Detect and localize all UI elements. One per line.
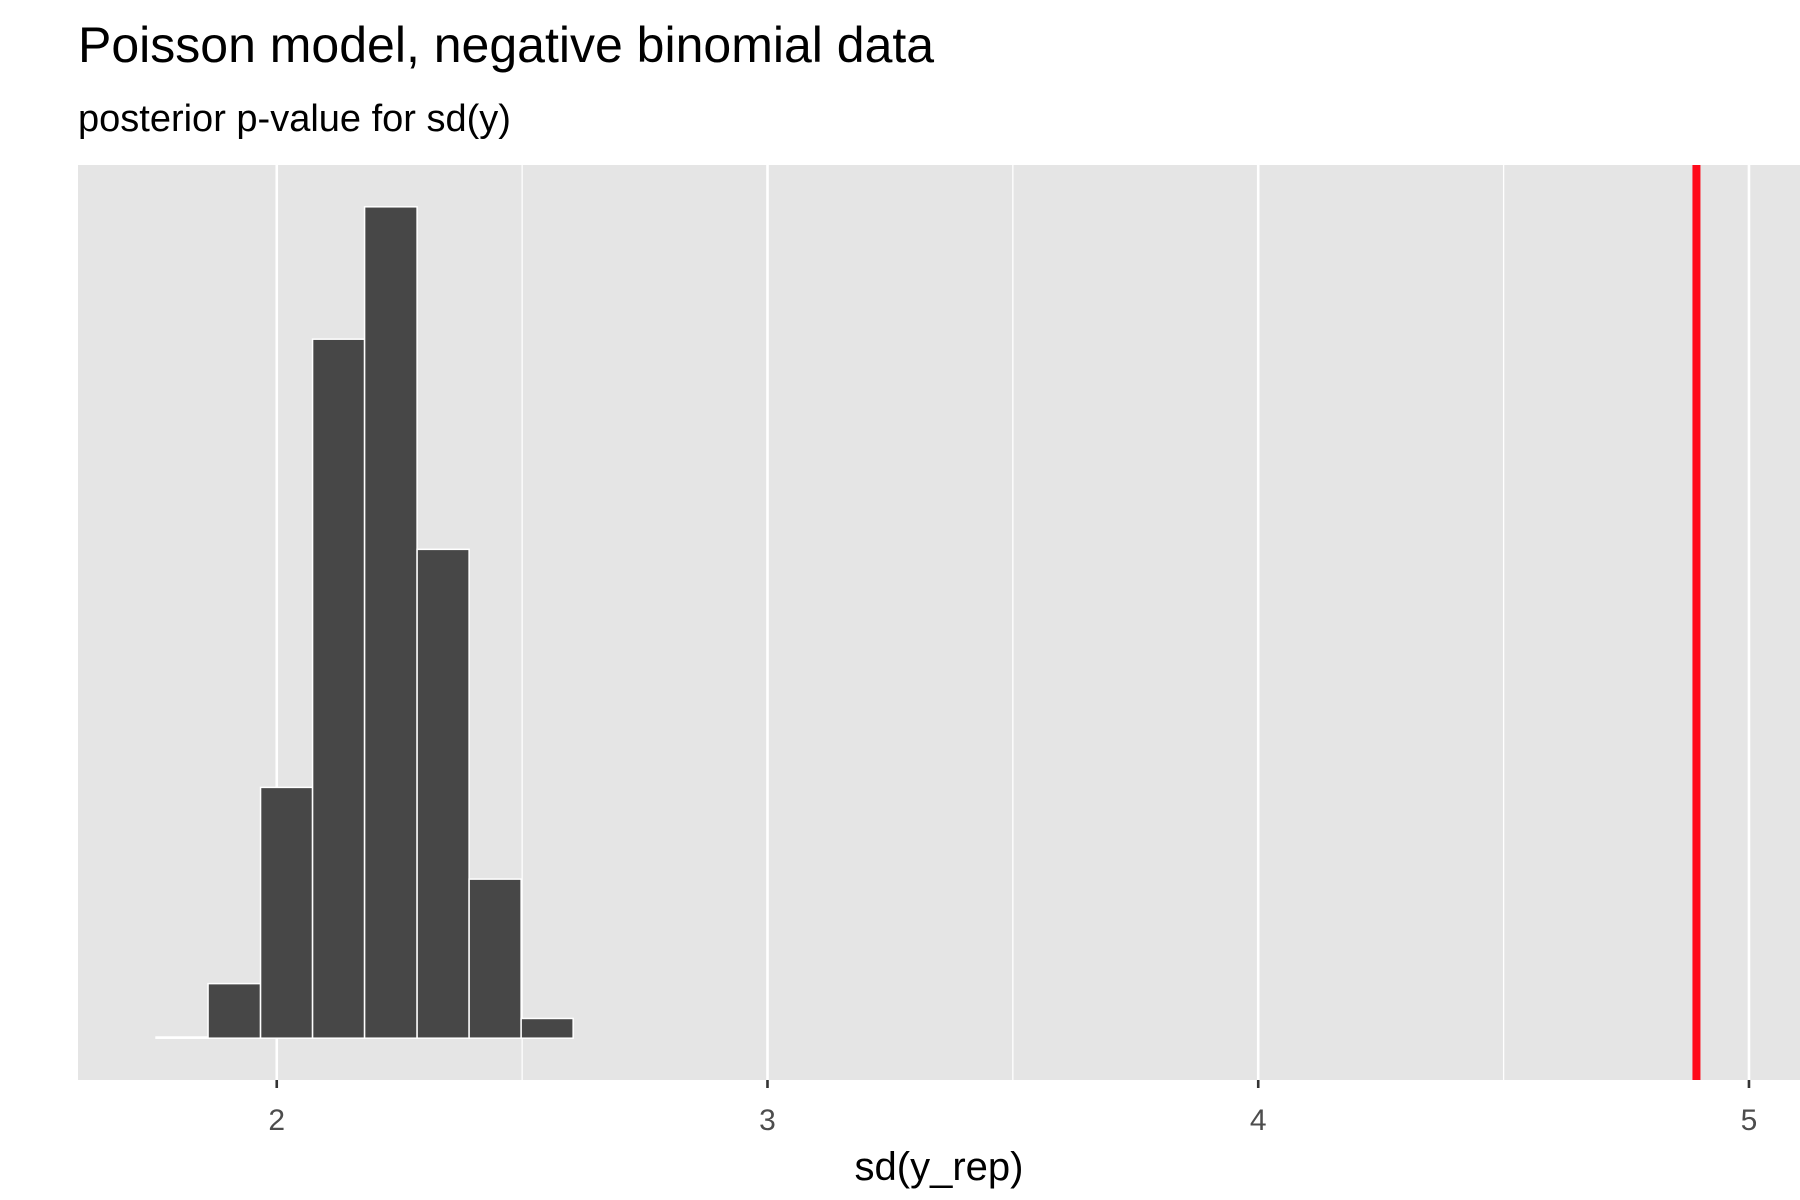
bar [363, 206, 418, 1039]
chart-subtitle: posterior p-value for sd(y) [78, 98, 511, 140]
x-tick-label: 5 [1741, 1104, 1758, 1137]
bar [155, 1036, 209, 1039]
x-axis-title: sd(y_rep) [855, 1145, 1024, 1189]
bar [416, 548, 470, 1039]
x-tick-label: 2 [268, 1104, 285, 1137]
bar [207, 982, 262, 1039]
bar [520, 1017, 574, 1039]
bar [468, 878, 522, 1039]
bar [311, 338, 366, 1039]
x-tick-label: 4 [1250, 1104, 1267, 1137]
x-tick-label: 3 [759, 1104, 776, 1137]
bar [259, 786, 314, 1039]
chart-title: Poisson model, negative binomial data [78, 17, 934, 73]
